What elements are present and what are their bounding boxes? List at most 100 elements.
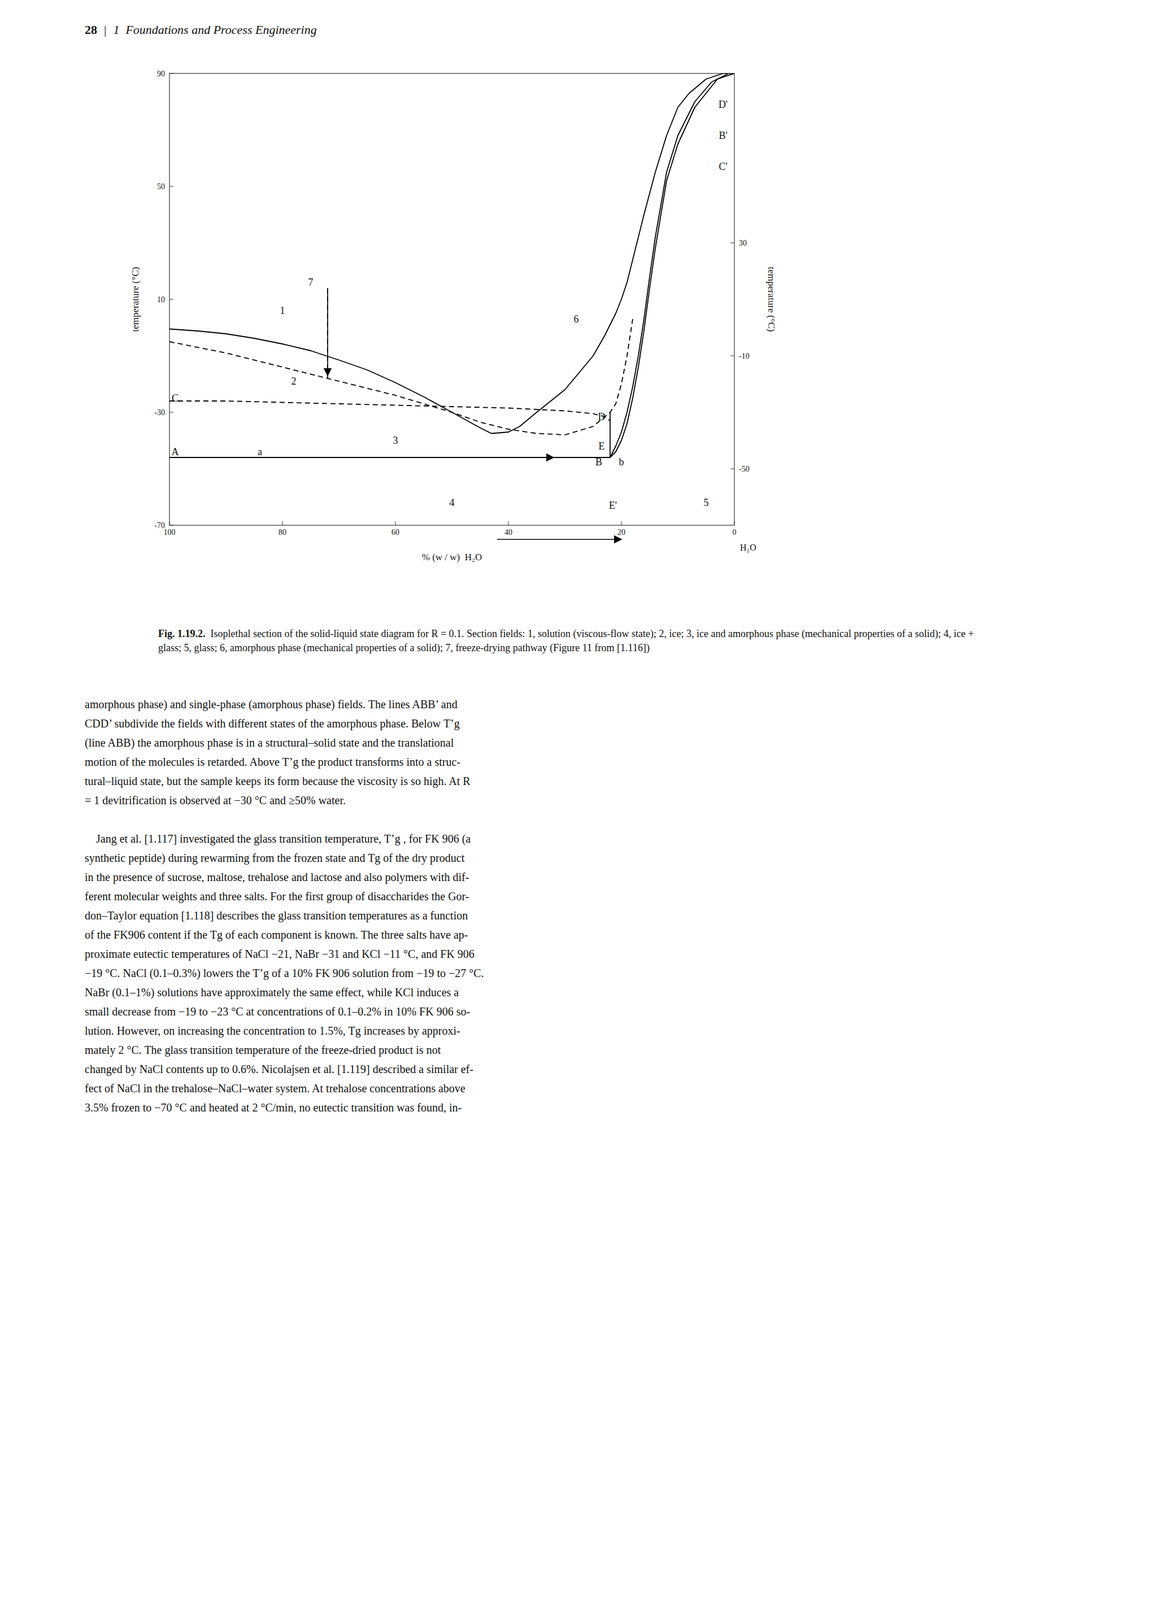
series-line (169, 401, 611, 421)
annotation: 3 (393, 434, 399, 447)
y-tick-label: -30 (154, 408, 165, 417)
body-line: small decrease from −19 to −23 °C at con… (84, 1002, 1074, 1022)
body-line: in the presence of sucrose, maltose, tre… (84, 867, 1074, 887)
x-tick-label: 100 (163, 528, 176, 537)
series-line (169, 457, 611, 459)
annotation: C (171, 392, 179, 404)
series-line (610, 73, 735, 458)
body-line: −19 °C. NaCl (0.1–0.3%) lowers the T’g o… (84, 963, 1074, 983)
series-line (169, 73, 735, 434)
annotation: 2 (291, 375, 297, 387)
body-line: don–Taylor equation [1.118] describes th… (84, 906, 1074, 926)
y2-tick (730, 468, 735, 470)
annotation: 1 (280, 305, 286, 317)
annotation: 7 (308, 276, 314, 289)
page-header: 28 | 1 Foundations and Process Engineering (84, 22, 317, 38)
body-line: tural–liquid state, but the sample keeps… (84, 771, 1074, 791)
x-tick (395, 521, 396, 526)
y-tick-label: 90 (157, 69, 165, 78)
series-group (169, 73, 735, 458)
arrows (327, 290, 622, 540)
body-line: Jang et al. [1.117] investigated the gla… (84, 829, 1074, 849)
annotation: A (171, 446, 180, 458)
annotation: B' (718, 129, 728, 142)
annotation: 4 (449, 497, 455, 509)
body-line: ferent molecular weights and three salts… (84, 886, 1074, 907)
body-line: CDD’ subdivide the fields with different… (84, 714, 1074, 734)
annotation: D (598, 411, 606, 423)
x-tick-label: 60 (391, 528, 400, 537)
annotation: b (619, 456, 625, 468)
body-line: of the FK906 content if the Tg of each c… (84, 925, 1074, 945)
annotation: E (598, 440, 606, 452)
annotation: C' (718, 160, 728, 173)
series-line (169, 319, 633, 435)
arrow (327, 290, 329, 376)
x-axis-end-label: H₂O (740, 542, 757, 553)
y-tick (169, 186, 174, 187)
series-line (610, 73, 735, 458)
chart-container: 100 80 60 40 20 0 -70 -30 10 50 90 -50 -10 30 temperat… (84, 50, 820, 618)
y2-tick (730, 242, 735, 244)
y-tick (169, 412, 174, 413)
annotations: 1 2 3 4 5 6 7 Aa C D EBb D' B' C' E' (171, 98, 729, 512)
y2-tick-label: -10 (738, 351, 750, 361)
chapter-title: 1 Foundations and Process Engineering (112, 22, 317, 38)
annotation: D' (718, 98, 728, 111)
y2-tick-label: -50 (738, 464, 750, 474)
y-axis: -70 -30 10 50 90 (154, 69, 174, 530)
y2-tick (730, 355, 735, 357)
body-line: changed by NaCl contents up to 0.6%. Nic… (84, 1059, 1074, 1079)
caption-text: Isoplethal section of the solid-liquid s… (205, 628, 895, 640)
caption-label: Fig. 1.19.2. (158, 628, 206, 640)
y-tick (169, 525, 174, 526)
x-tick (621, 521, 622, 526)
x-tick (508, 521, 509, 526)
caption: Fig. 1.19.2. Isoplethal section of the s… (158, 627, 978, 656)
series-line (327, 288, 329, 379)
y2-axis: -50 -10 30 (730, 238, 750, 474)
annotation: a (257, 446, 263, 458)
arrow (406, 457, 554, 459)
body-line: mately 2 °C. The glass transition temper… (84, 1040, 1074, 1060)
body-line: (line ABB) the amorphous phase is in a s… (84, 733, 1074, 753)
y-tick (169, 73, 174, 75)
x-axis-label: % (w / w) H₂O (421, 551, 483, 563)
body-line: synthetic peptide) during rewarming from… (84, 848, 1074, 868)
body-line: lution. However, on increasing the conce… (84, 1021, 1074, 1041)
body-line: = 1 devitrification is observed at −30 °… (84, 790, 1074, 811)
body-line: proximate eutectic temperatures of NaCl … (84, 944, 1074, 964)
annotation: 6 (573, 313, 580, 325)
x-tick (734, 521, 735, 526)
x-tick-label: 80 (278, 528, 287, 537)
body-line: fect of NaCl in the trehalose–NaCl–water… (84, 1078, 1074, 1099)
y-tick-label: 50 (157, 182, 165, 191)
x-axis: 100 80 60 40 20 0 (163, 521, 737, 537)
body-line: amorphous phase) and single-phase (amorp… (84, 694, 1074, 715)
series-line (609, 412, 611, 458)
page-number: 28 (84, 22, 98, 38)
body-line: 3.5% frozen to −70 °C and heated at 2 °C… (84, 1098, 1074, 1118)
x-tick-label: 20 (617, 528, 626, 537)
body-text: amorphous phase) and single-phase (amorp… (84, 694, 1074, 1118)
annotation: B (595, 456, 603, 468)
annotation: E' (608, 499, 617, 512)
x-tick (282, 521, 284, 526)
body-line: motion of the molecules is retarded. Abo… (84, 752, 1074, 772)
x-tick-label: 0 (732, 528, 737, 537)
y2-tick-label: 30 (738, 238, 747, 248)
x-tick-label: 40 (504, 528, 513, 537)
y-tick (169, 299, 174, 300)
body-line: NaBr (0.1–1%) solutions have approximate… (84, 982, 1074, 1003)
body-line (84, 810, 1074, 830)
x-tick (169, 521, 171, 526)
y-tick-label: 10 (157, 295, 165, 304)
y2-axis-label: temperature (°C) (766, 267, 777, 333)
y-tick-label: -70 (154, 521, 165, 530)
y-axis-label: temperature (°C) (129, 267, 141, 333)
chart-svg: 100 80 60 40 20 0 -70 -30 10 50 90 -50 -10 30 temperat… (84, 50, 820, 616)
header-separator: | (103, 22, 107, 38)
arrow (497, 538, 622, 541)
plot-frame (169, 73, 735, 526)
annotation: 5 (703, 497, 709, 509)
